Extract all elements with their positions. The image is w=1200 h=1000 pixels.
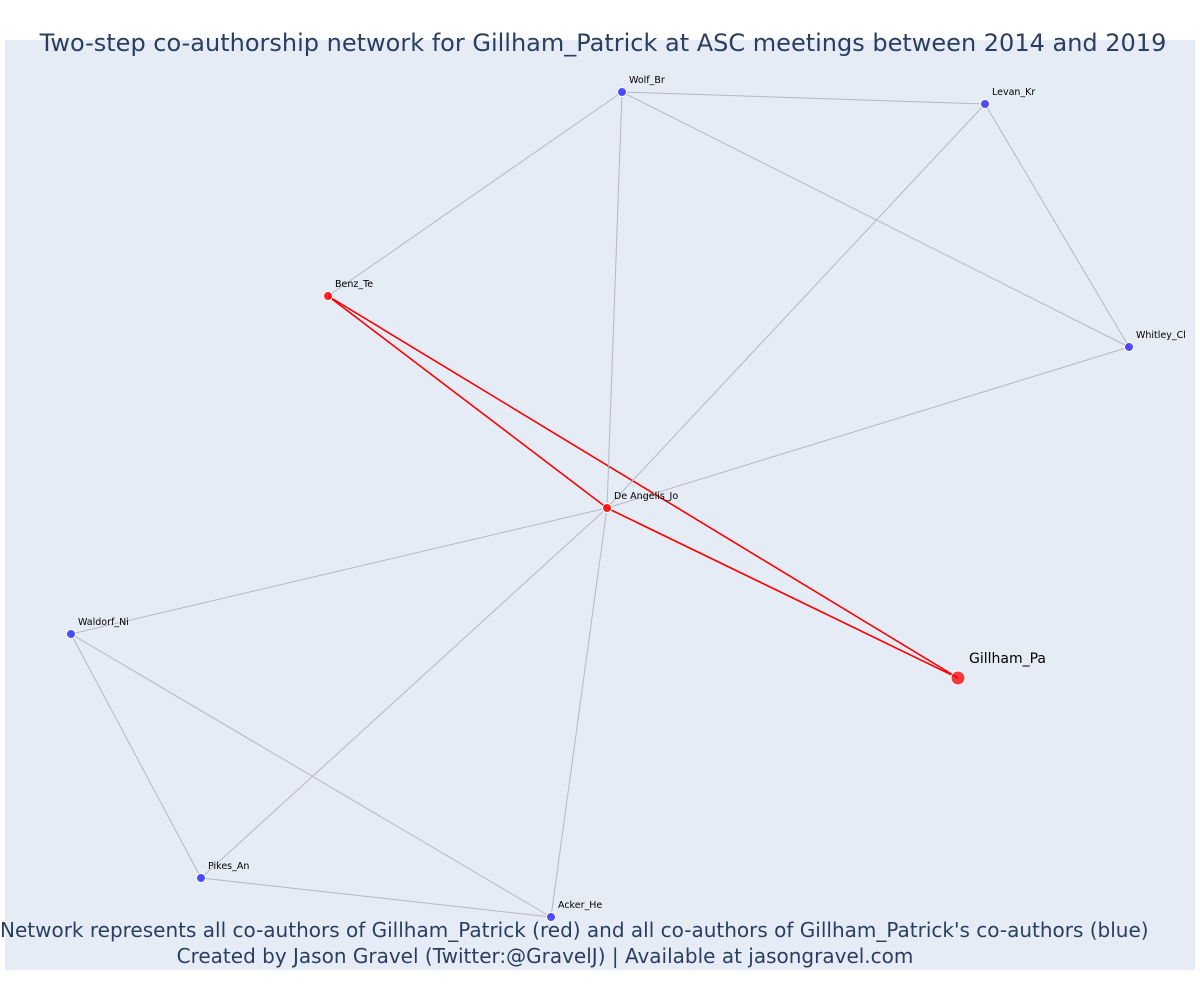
- edge-wolf-br-whitley-cl: [621, 91, 1130, 348]
- edge-levan-kr-whitley-cl: [984, 103, 1130, 348]
- edge-levan-kr-de-angelis-jo: [606, 103, 986, 509]
- edge-pikes-an-de-angelis-jo: [200, 507, 608, 879]
- edge-waldorf-ni-de-angelis-jo: [70, 507, 608, 635]
- edge-de-angelis-jo-gillham-pa: [606, 507, 959, 679]
- node-label-levan-kr: Levan_Kr: [992, 87, 1035, 98]
- node-benz-te[interactable]: [323, 291, 333, 301]
- node-label-wolf-br: Wolf_Br: [629, 75, 665, 86]
- edge-waldorf-ni-acker-he: [70, 633, 552, 918]
- edge-waldorf-ni-pikes-an: [70, 633, 202, 879]
- node-label-benz-te: Benz_Te: [335, 279, 373, 290]
- node-label-whitley-cl: Whitley_Cl: [1136, 330, 1186, 341]
- node-label-gillham-pa: Gillham_Pa: [969, 651, 1046, 667]
- node-levan-kr[interactable]: [980, 99, 990, 109]
- nodes-layer: [66, 87, 1134, 922]
- node-label-waldorf-ni: Waldorf_Ni: [78, 617, 129, 628]
- edge-wolf-br-benz-te: [327, 91, 623, 297]
- node-whitley-cl[interactable]: [1124, 342, 1134, 352]
- node-label-pikes-an: Pikes_An: [208, 861, 249, 872]
- labels-layer: Gillham_Pa Benz_Te De Angelis_Jo Wolf_Br Lev…: [78, 75, 1186, 911]
- caption-line-1: Network represents all co-authors of Gil…: [0, 918, 1149, 942]
- node-de-angelis-jo[interactable]: [602, 503, 612, 513]
- caption-line-2: Created by Jason Gravel (Twitter:@Gravel…: [176, 944, 914, 968]
- edge-benz-te-gillham-pa: [327, 295, 959, 679]
- edge-benz-te-de-angelis-jo: [327, 295, 608, 509]
- edge-wolf-br-levan-kr: [621, 91, 986, 105]
- edge-acker-he-de-angelis-jo: [550, 507, 608, 918]
- node-wolf-br[interactable]: [617, 87, 627, 97]
- chart-title: Two-step co-authorship network for Gillh…: [39, 29, 1167, 57]
- edge-wolf-br-de-angelis-jo: [606, 91, 623, 509]
- node-label-de-angelis-jo: De Angelis_Jo: [614, 491, 678, 502]
- edge-pikes-an-acker-he: [200, 877, 552, 918]
- node-pikes-an[interactable]: [196, 873, 206, 883]
- node-gillham-pa[interactable]: [950, 670, 966, 686]
- edges-layer: [70, 91, 1130, 918]
- edge-whitley-cl-de-angelis-jo: [606, 346, 1130, 509]
- node-waldorf-ni[interactable]: [66, 629, 76, 639]
- node-label-acker-he: Acker_He: [558, 900, 602, 911]
- plot-area: [5, 40, 1195, 970]
- node-acker-he[interactable]: [546, 912, 556, 922]
